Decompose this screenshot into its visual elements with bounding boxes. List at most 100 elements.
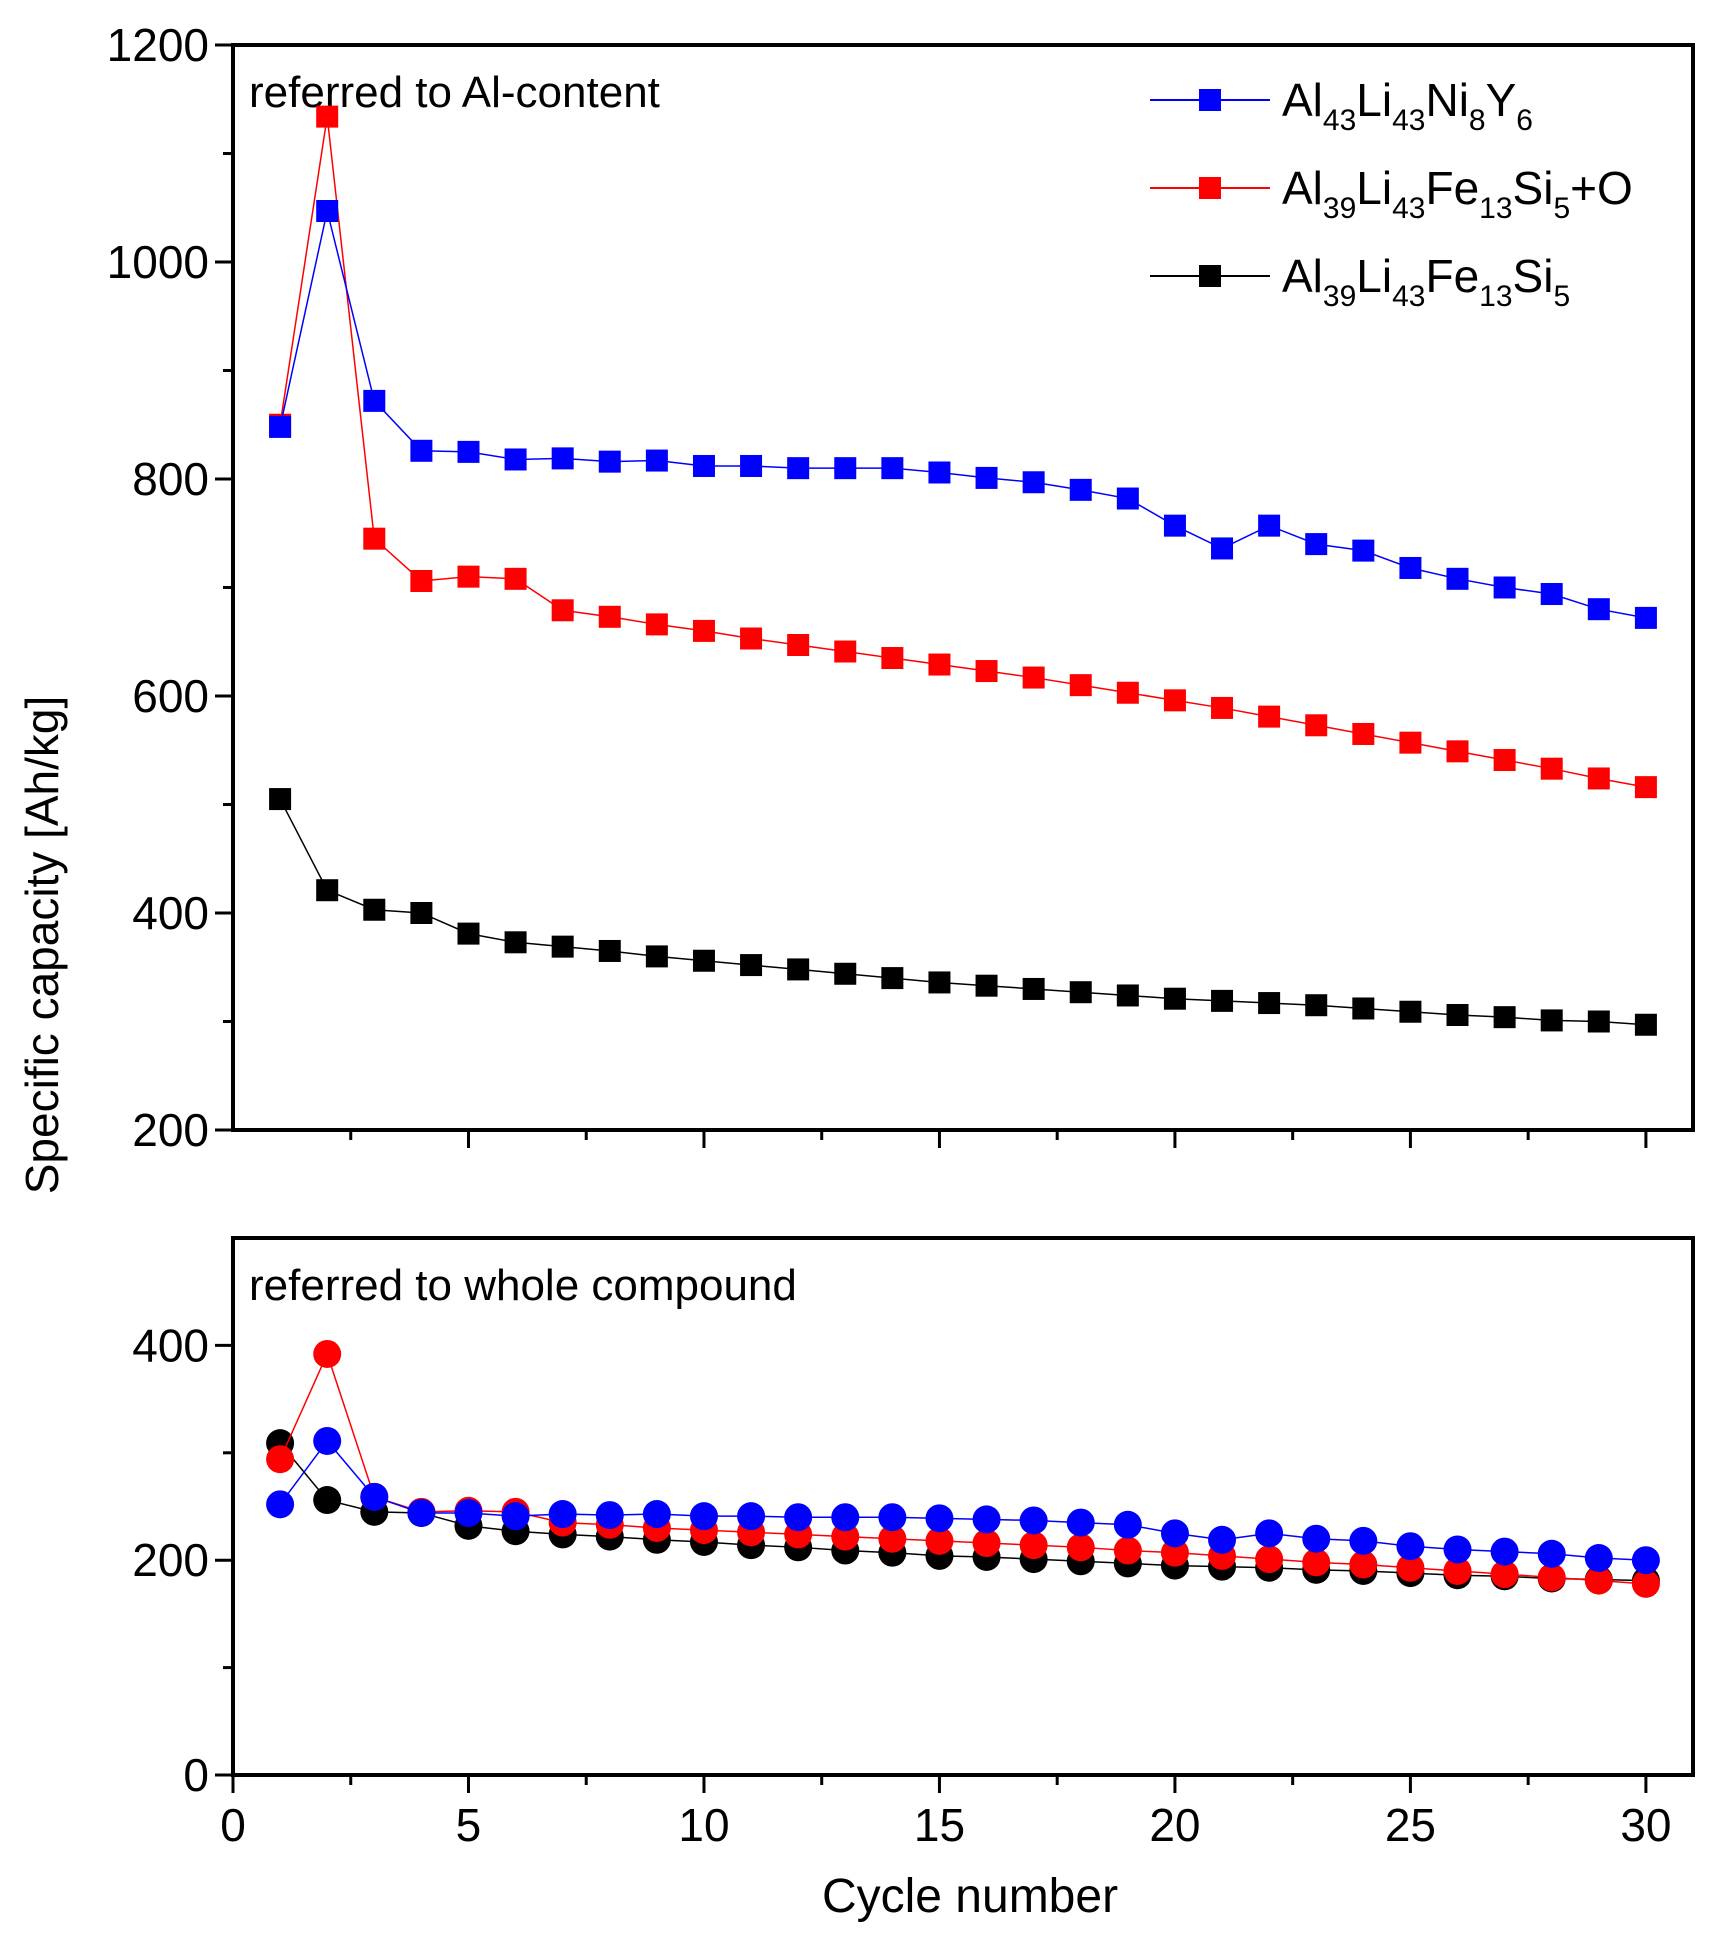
data-point: [1396, 1532, 1425, 1561]
data-point: [504, 931, 527, 954]
legend-subscript: 43: [1392, 192, 1425, 225]
data-point: [975, 660, 998, 683]
series-line: [279, 798, 1646, 1026]
y-tick-label: 1000: [107, 236, 209, 288]
legend-text: Al: [1282, 74, 1323, 126]
legend-text: Y: [1486, 74, 1517, 126]
legend-subscript: 39: [1323, 192, 1356, 225]
data-point: [548, 1500, 577, 1529]
legend-marker: [1199, 265, 1221, 287]
data-point: [316, 879, 339, 902]
data-point: [689, 1502, 718, 1531]
data-point: [1634, 776, 1657, 799]
data-point: [1634, 606, 1657, 629]
legend-subscript: 13: [1479, 280, 1512, 313]
legend-subscript: 39: [1323, 280, 1356, 313]
legend-subscript: 43: [1323, 104, 1356, 137]
data-point: [784, 1503, 813, 1532]
data-point: [363, 527, 386, 550]
data-point: [1537, 1539, 1566, 1568]
legend-text: Li: [1356, 250, 1392, 302]
data-point: [598, 605, 621, 628]
data-point: [316, 105, 339, 128]
data-point: [1352, 722, 1375, 745]
data-point: [1022, 977, 1045, 1000]
data-point: [266, 1490, 295, 1519]
x-tick-label: 5: [456, 1799, 482, 1851]
data-point: [1446, 740, 1469, 763]
data-point: [316, 200, 339, 223]
data-point: [1302, 1524, 1331, 1553]
data-point: [1631, 1569, 1660, 1598]
data-point: [692, 619, 715, 642]
data-point: [1066, 1533, 1095, 1562]
data-point: [598, 450, 621, 473]
x-tick-label: 25: [1385, 1799, 1436, 1851]
data-point: [454, 1498, 483, 1527]
data-point: [1116, 487, 1139, 510]
data-point: [1634, 1013, 1657, 1036]
data-point: [1399, 556, 1422, 579]
y-tick-label: 1200: [107, 19, 209, 71]
data-point: [1493, 576, 1516, 599]
y-tick-label: 400: [132, 1319, 209, 1371]
data-point: [1352, 997, 1375, 1020]
data-point: [1069, 674, 1092, 697]
legend-label: Al39Li43Fe13Si5+O: [1282, 162, 1633, 225]
legend-text: Fe: [1425, 250, 1479, 302]
data-point: [363, 389, 386, 412]
data-point: [1160, 1538, 1189, 1567]
data-point: [1443, 1556, 1472, 1585]
data-point: [1069, 981, 1092, 1004]
x-tick-label: 10: [678, 1799, 729, 1851]
data-point: [1540, 757, 1563, 780]
data-point: [975, 974, 998, 997]
data-point: [878, 1503, 907, 1532]
legend-marker: [1199, 177, 1221, 199]
data-point: [1019, 1531, 1048, 1560]
y-tick-label: 800: [132, 453, 209, 505]
legend-text: Si: [1513, 250, 1554, 302]
data-point: [1587, 1010, 1610, 1033]
data-point: [645, 613, 668, 636]
data-point: [1163, 514, 1186, 537]
data-point: [313, 1486, 342, 1515]
data-point: [1349, 1550, 1378, 1579]
data-point: [410, 569, 433, 592]
data-point: [313, 1426, 342, 1455]
data-point: [975, 466, 998, 489]
data-point: [1258, 705, 1281, 728]
data-point: [1396, 1553, 1425, 1582]
data-point: [1113, 1536, 1142, 1565]
data-point: [595, 1501, 624, 1530]
x-tick-label: 30: [1620, 1799, 1671, 1851]
panel-annotation: referred to whole compound: [249, 1261, 797, 1310]
y-axis-label: Specific capacity [Ah/kg]: [16, 696, 68, 1195]
data-point: [925, 1504, 954, 1533]
data-point: [1208, 1525, 1237, 1554]
data-point: [692, 949, 715, 972]
legend-subscript: 5: [1553, 192, 1570, 225]
legend-text: +O: [1570, 162, 1633, 214]
x-axis-label: Cycle number: [822, 1870, 1118, 1923]
data-point: [1305, 714, 1328, 737]
data-point: [360, 1482, 389, 1511]
data-point: [1446, 567, 1469, 590]
legend-text: Li: [1356, 162, 1392, 214]
data-point: [740, 454, 763, 477]
data-point: [598, 939, 621, 962]
series-line: [279, 1351, 1646, 1585]
data-point: [834, 457, 857, 480]
data-point: [1022, 666, 1045, 689]
legend-label: Al39Li43Fe13Si5: [1282, 250, 1570, 313]
legend: Al43Li43Ni8Y6Al39Li43Fe13Si5+OAl39Li43Fe…: [1150, 74, 1633, 313]
data-point: [1540, 1009, 1563, 1032]
data-point: [972, 1505, 1001, 1534]
data-point: [266, 1445, 295, 1474]
data-point: [1446, 1003, 1469, 1026]
data-point: [1022, 471, 1045, 494]
data-point: [834, 640, 857, 663]
data-point: [645, 945, 668, 968]
data-point: [1537, 1563, 1566, 1592]
